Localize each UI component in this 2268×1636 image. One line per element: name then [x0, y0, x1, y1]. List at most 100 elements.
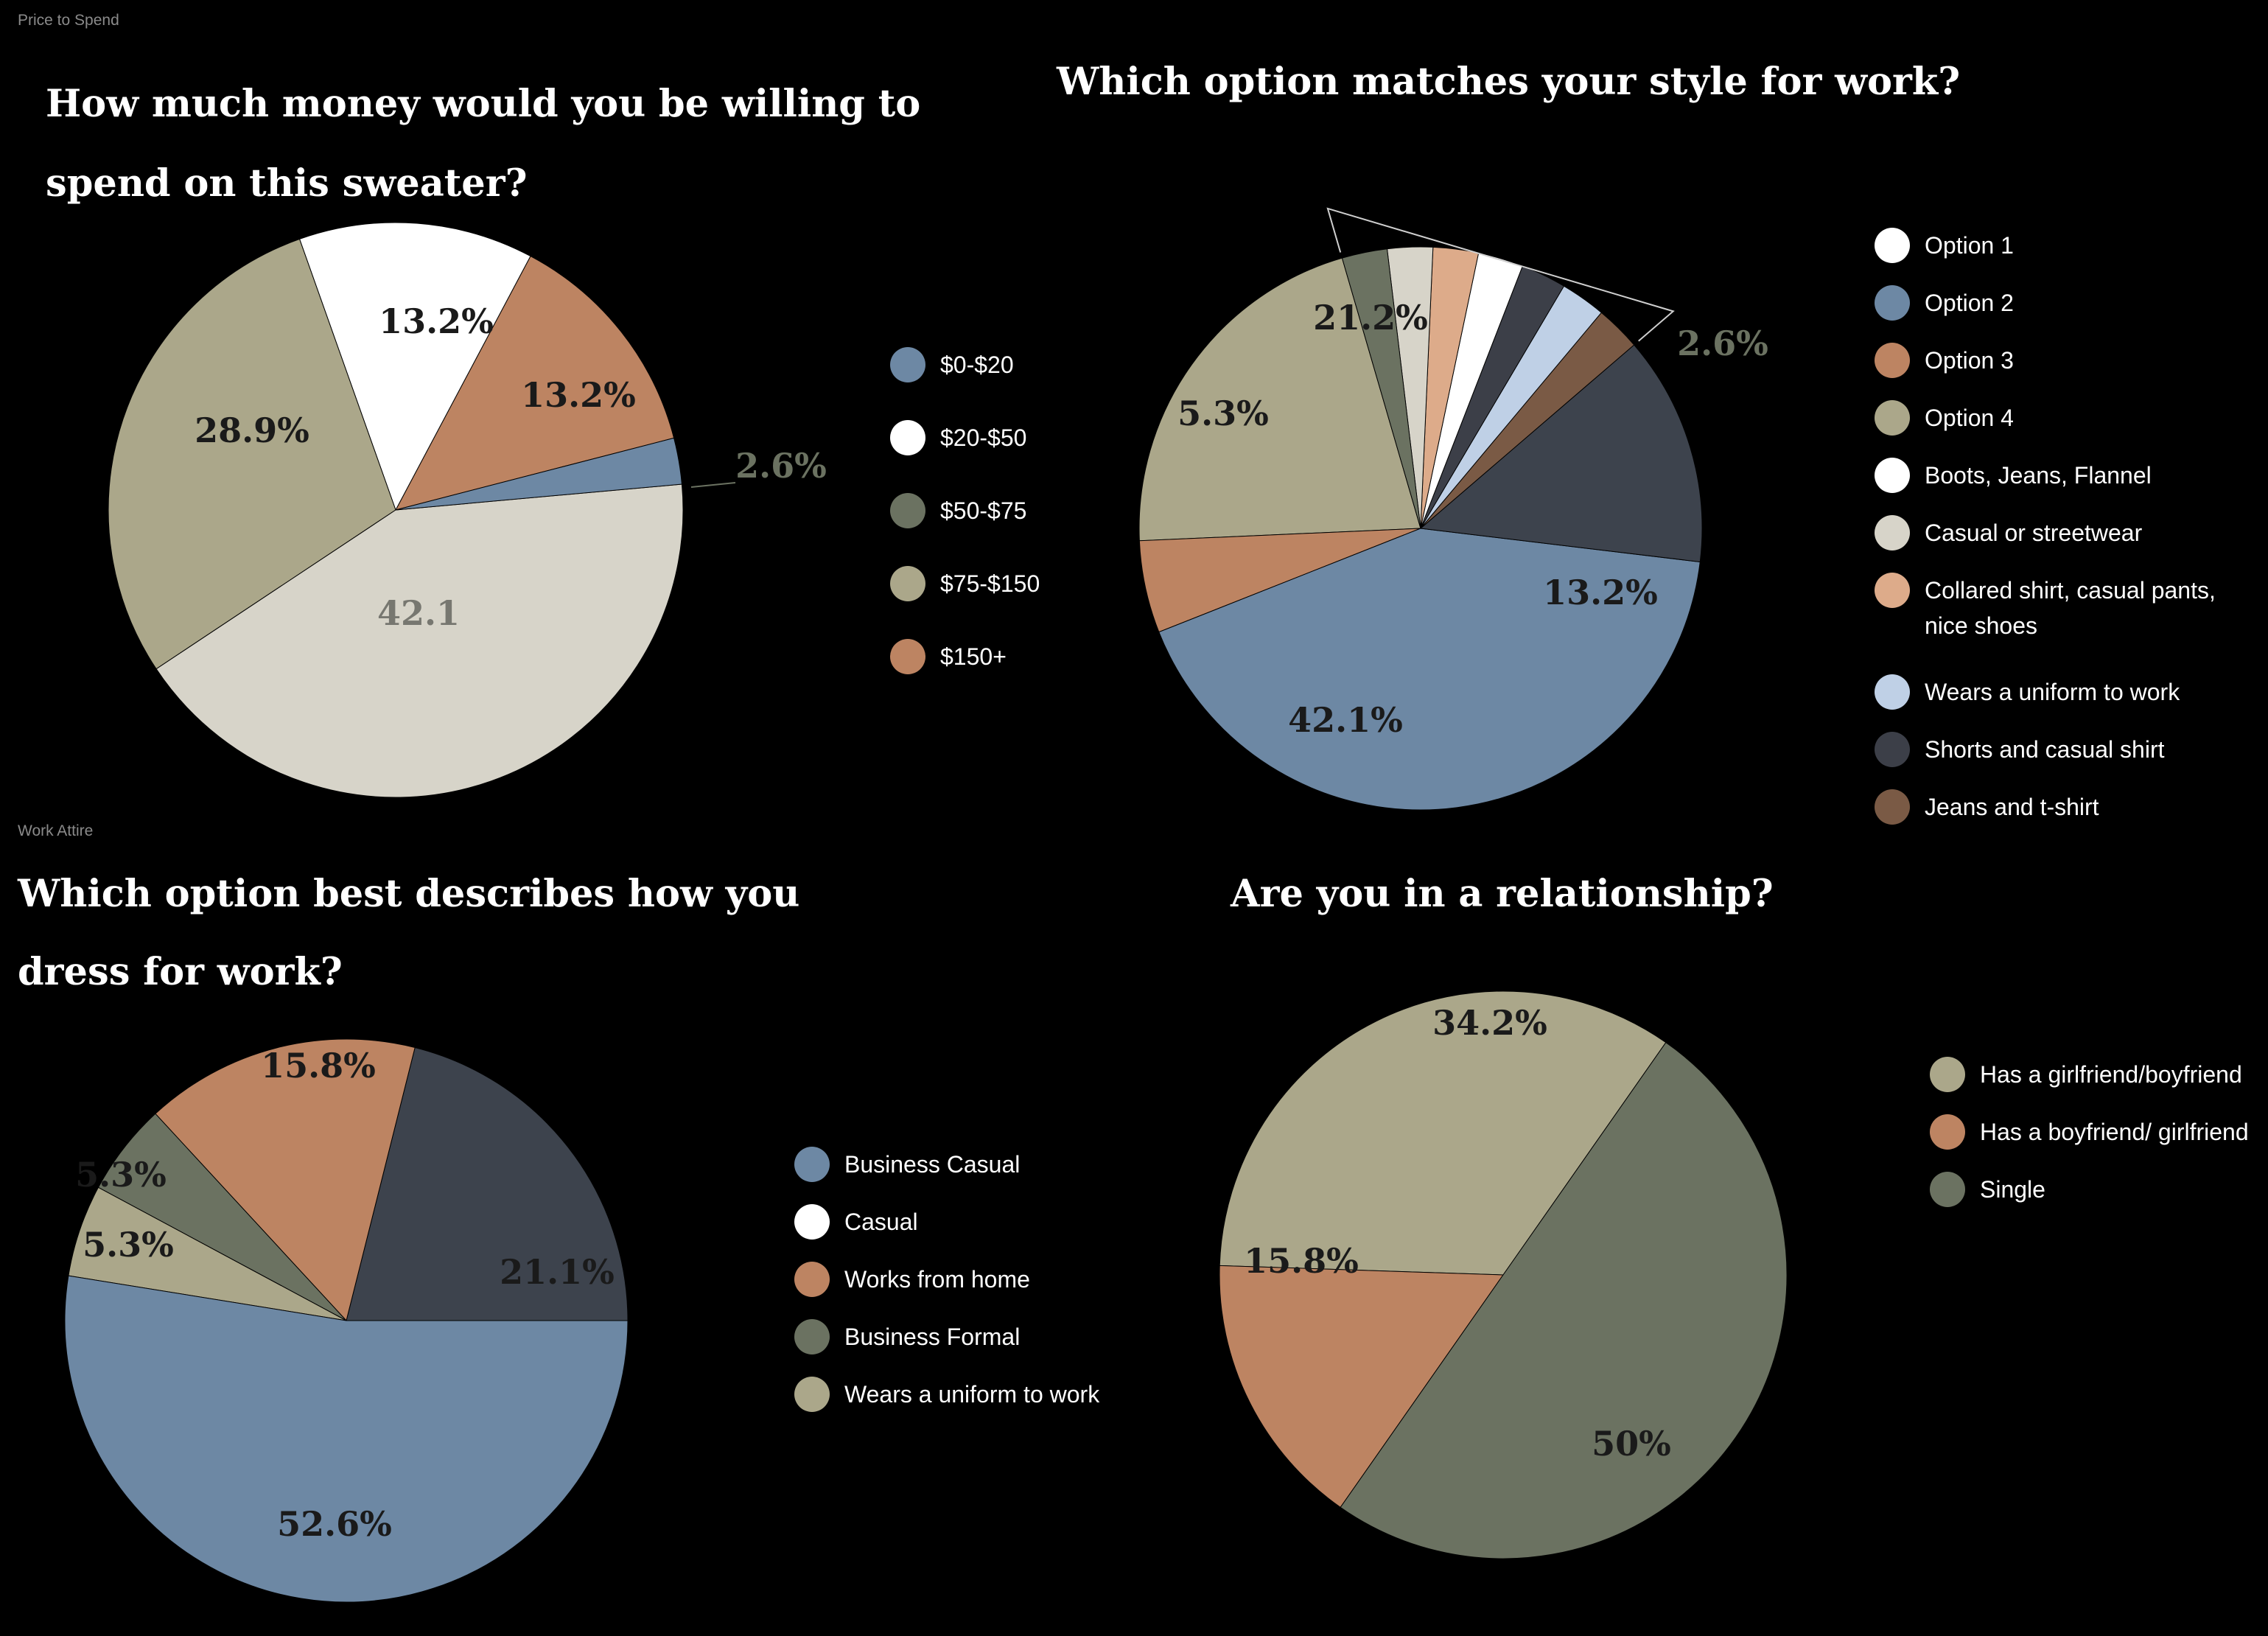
pie-chart-2: Which option matches your style for work…	[1056, 60, 2216, 825]
chart-2-slice-other[interactable]	[1341, 248, 1421, 529]
chart-1-legend-item-0-20[interactable]: $0-$20	[890, 347, 1014, 382]
chart-3-legend-item-business-formal[interactable]: Business Formal	[794, 1319, 1020, 1354]
chart-3-slice-works-from-home[interactable]	[155, 1038, 416, 1322]
legend-label: Has a boyfriend/ girlfriend	[1980, 1119, 2249, 1145]
chart-2-legend-item-casual-or-streetwear[interactable]: Casual or streetwear	[1875, 515, 2143, 550]
chart-3-legend-item-business-casual[interactable]: Business Casual	[794, 1147, 1020, 1182]
chart-3-slice-label-casual: 21.1%	[500, 1252, 615, 1292]
chart-4-legend-item-single[interactable]: Single	[1930, 1172, 2045, 1207]
legend-label: Business Casual	[844, 1151, 1020, 1178]
chart-1-legend: $0-$20 $20-$50 $50-$75 $75-$150 $150+	[890, 347, 1040, 674]
legend-swatch	[1875, 400, 1910, 436]
chart-2-legend-item-option-2[interactable]: Option 2	[1875, 285, 2014, 321]
chart-2-legend-item-option-4[interactable]: Option 4	[1875, 400, 2014, 436]
legend-label: Casual	[844, 1209, 918, 1235]
chart-1-leader-line	[690, 482, 736, 488]
chart-1-slice-label-75-150: 28.9%	[195, 410, 309, 450]
chart-1-slice-0-20[interactable]	[395, 437, 682, 511]
legend-label: Collared shirt, casual pants,	[1925, 577, 2216, 604]
frame-label-work-attire: Work Attire	[18, 822, 93, 839]
chart-1-slice-20-50[interactable]	[298, 222, 531, 511]
legend-swatch	[1930, 1057, 1965, 1092]
chart-4-legend: Has a girlfriend/boyfriend Has a boyfrien…	[1930, 1057, 2249, 1207]
chart-1-legend-item-50-75[interactable]: $50-$75	[890, 493, 1026, 528]
pie-chart-1: How much money would you be willing to sp…	[46, 82, 1040, 798]
legend-label: Shorts and casual shirt	[1925, 736, 2165, 763]
chart-3-slice-label-business-casual: 52.6%	[277, 1504, 392, 1544]
legend-swatch	[1875, 674, 1910, 710]
chart-3-slice-casual[interactable]	[346, 1046, 629, 1321]
chart-4-slice-single[interactable]	[1340, 1041, 1787, 1559]
chart-3-title-line-2: dress for work?	[18, 950, 343, 994]
chart-1-legend-item-20-50[interactable]: $20-$50	[890, 420, 1026, 455]
chart-4-slice-label-single: 50%	[1592, 1424, 1671, 1464]
chart-1-slice-75-150[interactable]	[108, 238, 396, 670]
legend-swatch	[890, 566, 925, 601]
chart-3-legend-item-works-from-home[interactable]: Works from home	[794, 1262, 1030, 1297]
chart-1-legend-item-150[interactable]: $150+	[890, 639, 1007, 674]
legend-label: Has a girlfriend/boyfriend	[1980, 1061, 2242, 1088]
legend-label: $0-$20	[940, 352, 1014, 378]
legend-label: $50-$75	[940, 497, 1026, 524]
legend-label: Option 2	[1925, 290, 2014, 316]
chart-3-legend-item-wears-a-uniform-to-work[interactable]: Wears a uniform to work	[794, 1377, 1100, 1412]
legend-swatch	[1875, 285, 1910, 321]
legend-label: Option 1	[1925, 232, 2014, 259]
chart-4-slice-has-a-girlfriend-boyfriend[interactable]	[1219, 990, 1667, 1276]
chart-2-slices	[1138, 246, 1703, 811]
legend-label: Works from home	[844, 1266, 1030, 1293]
chart-4-legend-item-has-a-girlfriend-boyfriend[interactable]: Has a girlfriend/boyfriend	[1930, 1057, 2242, 1092]
chart-4-slice-label-has-a-boyfriend-girlfriend: 15.8%	[1244, 1241, 1359, 1281]
pie-chart-4: Are you in a relationship? 34.2% 15.8% 50% H…	[1219, 872, 2249, 1559]
legend-swatch	[890, 639, 925, 674]
pie-chart-3: Which option best describes how you dress…	[17, 872, 1100, 1603]
legend-label: Wears a uniform to work	[1925, 679, 2180, 705]
legend-swatch	[1875, 458, 1910, 493]
chart-2-slice-label-option-3: 5.3%	[1177, 394, 1269, 433]
chart-3-legend-item-casual[interactable]: Casual	[794, 1204, 918, 1240]
legend-swatch	[1875, 573, 1910, 608]
chart-2-slice-option-1[interactable]	[1419, 344, 1703, 563]
legend-swatch	[794, 1204, 830, 1240]
chart-2-legend-item-option-3[interactable]: Option 3	[1875, 343, 2014, 378]
legend-label: Boots, Jeans, Flannel	[1925, 462, 2152, 489]
chart-2-group-annotation: 2.6%	[1677, 324, 1768, 363]
chart-2-group-bracket	[1326, 207, 1675, 342]
chart-2-slice-option-4[interactable]	[1138, 257, 1421, 542]
legend-swatch	[1875, 732, 1910, 767]
chart-1-slice-unlabeled[interactable]	[155, 483, 684, 798]
chart-2-legend-item-wears-a-uniform-to-work[interactable]: Wears a uniform to work	[1875, 674, 2180, 710]
legend-swatch	[794, 1319, 830, 1354]
chart-2-slice-option-2[interactable]	[1158, 528, 1701, 811]
chart-2-legend-item-jeans-and-t-shirt[interactable]: Jeans and t-shirt	[1875, 789, 2099, 825]
chart-1-slice-label-unlabeled: 42.1	[377, 593, 460, 633]
chart-4-slice-has-a-boyfriend-girlfriend[interactable]	[1219, 1265, 1504, 1509]
legend-label: $75-$150	[940, 570, 1040, 597]
legend-swatch	[1875, 343, 1910, 378]
chart-1-title-line-2: spend on this sweater?	[46, 161, 528, 206]
chart-1-legend-item-75-150[interactable]: $75-$150	[890, 566, 1040, 601]
legend-swatch	[1875, 515, 1910, 550]
chart-3-slice-label-wears-a-uniform-to-work: 5.3%	[83, 1225, 174, 1265]
chart-3-slices	[64, 1038, 629, 1603]
chart-3-slice-label-works-from-home: 15.8%	[261, 1046, 376, 1086]
legend-swatch	[1930, 1172, 1965, 1207]
chart-1-slice-150[interactable]	[395, 255, 675, 511]
legend-swatch	[1875, 789, 1910, 825]
legend-label: Casual or streetwear	[1925, 520, 2143, 546]
chart-2-legend-item-boots-jeans-flannel[interactable]: Boots, Jeans, Flannel	[1875, 458, 2152, 493]
legend-swatch	[890, 493, 925, 528]
legend-swatch	[890, 347, 925, 382]
chart-1-slice-label-0-20: 2.6%	[735, 446, 827, 486]
chart-2-slice-label-option-1: 13.2%	[1543, 573, 1658, 612]
legend-swatch	[794, 1262, 830, 1297]
chart-1-slices	[108, 222, 684, 798]
chart-2-legend-item-shorts-and-casual-shirt[interactable]: Shorts and casual shirt	[1875, 732, 2165, 767]
chart-3-slice-business-casual[interactable]	[64, 1275, 629, 1603]
chart-2-legend-item-collared-shirt-casual-pants-nice-shoes[interactable]: Collared shirt, casual pants, nice shoes	[1875, 573, 2216, 639]
chart-4-title-line-1: Are you in a relationship?	[1230, 872, 1774, 916]
chart-2-legend-item-option-1[interactable]: Option 1	[1875, 228, 2014, 263]
chart-4-legend-item-has-a-boyfriend-girlfriend[interactable]: Has a boyfriend/ girlfriend	[1930, 1114, 2249, 1150]
chart-1-slice-label-20-50: 13.2%	[379, 301, 494, 341]
